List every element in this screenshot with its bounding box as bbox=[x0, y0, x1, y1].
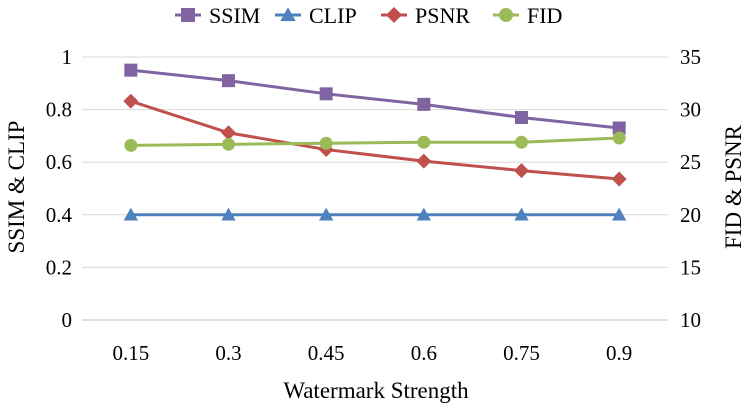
data-point-fid bbox=[612, 131, 626, 145]
legend-marker-ssim bbox=[181, 8, 195, 22]
legend-label-clip: CLIP bbox=[309, 3, 357, 28]
series-lines bbox=[130, 68, 620, 217]
data-point-clip bbox=[221, 207, 236, 221]
data-point-ssim bbox=[417, 97, 431, 111]
data-point-fid bbox=[124, 138, 138, 152]
data-point-clip bbox=[416, 207, 431, 221]
legend-label-fid: FID bbox=[527, 3, 562, 28]
x-axis-title: Watermark Strength bbox=[283, 378, 469, 403]
legend: SSIM CLIP PSNR FID bbox=[175, 3, 562, 28]
data-point-fid bbox=[417, 135, 431, 149]
data-point-psnr bbox=[123, 93, 139, 109]
tick-labels: 0 0.2 0.4 0.6 0.8 1 10 15 20 25 30 35 0.15 0.3 0.45 0.6… bbox=[46, 45, 701, 365]
left-y-tick-label: 0.2 bbox=[46, 255, 72, 279]
series-line-ssim bbox=[130, 68, 620, 130]
left-y-axis-title: SSIM & CLIP bbox=[4, 121, 29, 254]
x-tick-label: 0.3 bbox=[215, 341, 241, 365]
data-point-clip bbox=[319, 207, 334, 221]
left-y-tick-label: 0.4 bbox=[46, 203, 73, 227]
data-point-ssim bbox=[222, 74, 235, 88]
right-y-axis-title: FID & PSNR bbox=[721, 124, 746, 249]
right-y-tick-label: 10 bbox=[680, 308, 701, 332]
x-tick-label: 0.75 bbox=[503, 341, 540, 365]
data-point-ssim bbox=[515, 110, 528, 124]
data-point-psnr bbox=[416, 153, 432, 169]
data-point-ssim bbox=[612, 121, 626, 135]
series-line-psnr bbox=[130, 99, 620, 181]
x-tick-label: 0.45 bbox=[308, 341, 345, 365]
right-y-tick-label: 20 bbox=[680, 203, 701, 227]
right-y-tick-label: 25 bbox=[680, 150, 701, 174]
legend-marker-fid bbox=[499, 8, 513, 22]
legend-label-ssim: SSIM bbox=[209, 3, 260, 28]
data-point-psnr bbox=[514, 163, 529, 179]
right-y-tick-label: 30 bbox=[680, 98, 701, 122]
data-point-fid bbox=[222, 137, 235, 151]
data-point-clip bbox=[514, 207, 529, 221]
right-y-tick-label: 15 bbox=[680, 255, 701, 279]
left-y-tick-label: 1 bbox=[62, 45, 73, 69]
data-point-clip bbox=[123, 207, 138, 221]
legend-marker-clip bbox=[280, 7, 296, 22]
series-markers bbox=[123, 63, 627, 221]
data-point-psnr bbox=[611, 171, 627, 187]
data-point-fid bbox=[319, 136, 333, 150]
series-line-fid bbox=[130, 136, 620, 147]
data-point-fid bbox=[515, 135, 528, 149]
legend-label-psnr: PSNR bbox=[415, 3, 470, 28]
left-y-tick-label: 0 bbox=[62, 308, 73, 332]
gridlines bbox=[82, 56, 668, 321]
left-y-tick-label: 0.8 bbox=[46, 98, 72, 122]
x-tick-label: 0.15 bbox=[112, 341, 149, 365]
data-point-ssim bbox=[124, 63, 138, 77]
x-tick-label: 0.9 bbox=[606, 341, 632, 365]
right-y-tick-label: 35 bbox=[680, 45, 701, 69]
data-point-ssim bbox=[319, 87, 333, 101]
x-tick-label: 0.6 bbox=[411, 341, 437, 365]
data-point-clip bbox=[612, 207, 627, 221]
left-y-tick-label: 0.6 bbox=[46, 150, 72, 174]
data-point-psnr bbox=[221, 125, 236, 141]
legend-marker-psnr bbox=[385, 6, 403, 24]
